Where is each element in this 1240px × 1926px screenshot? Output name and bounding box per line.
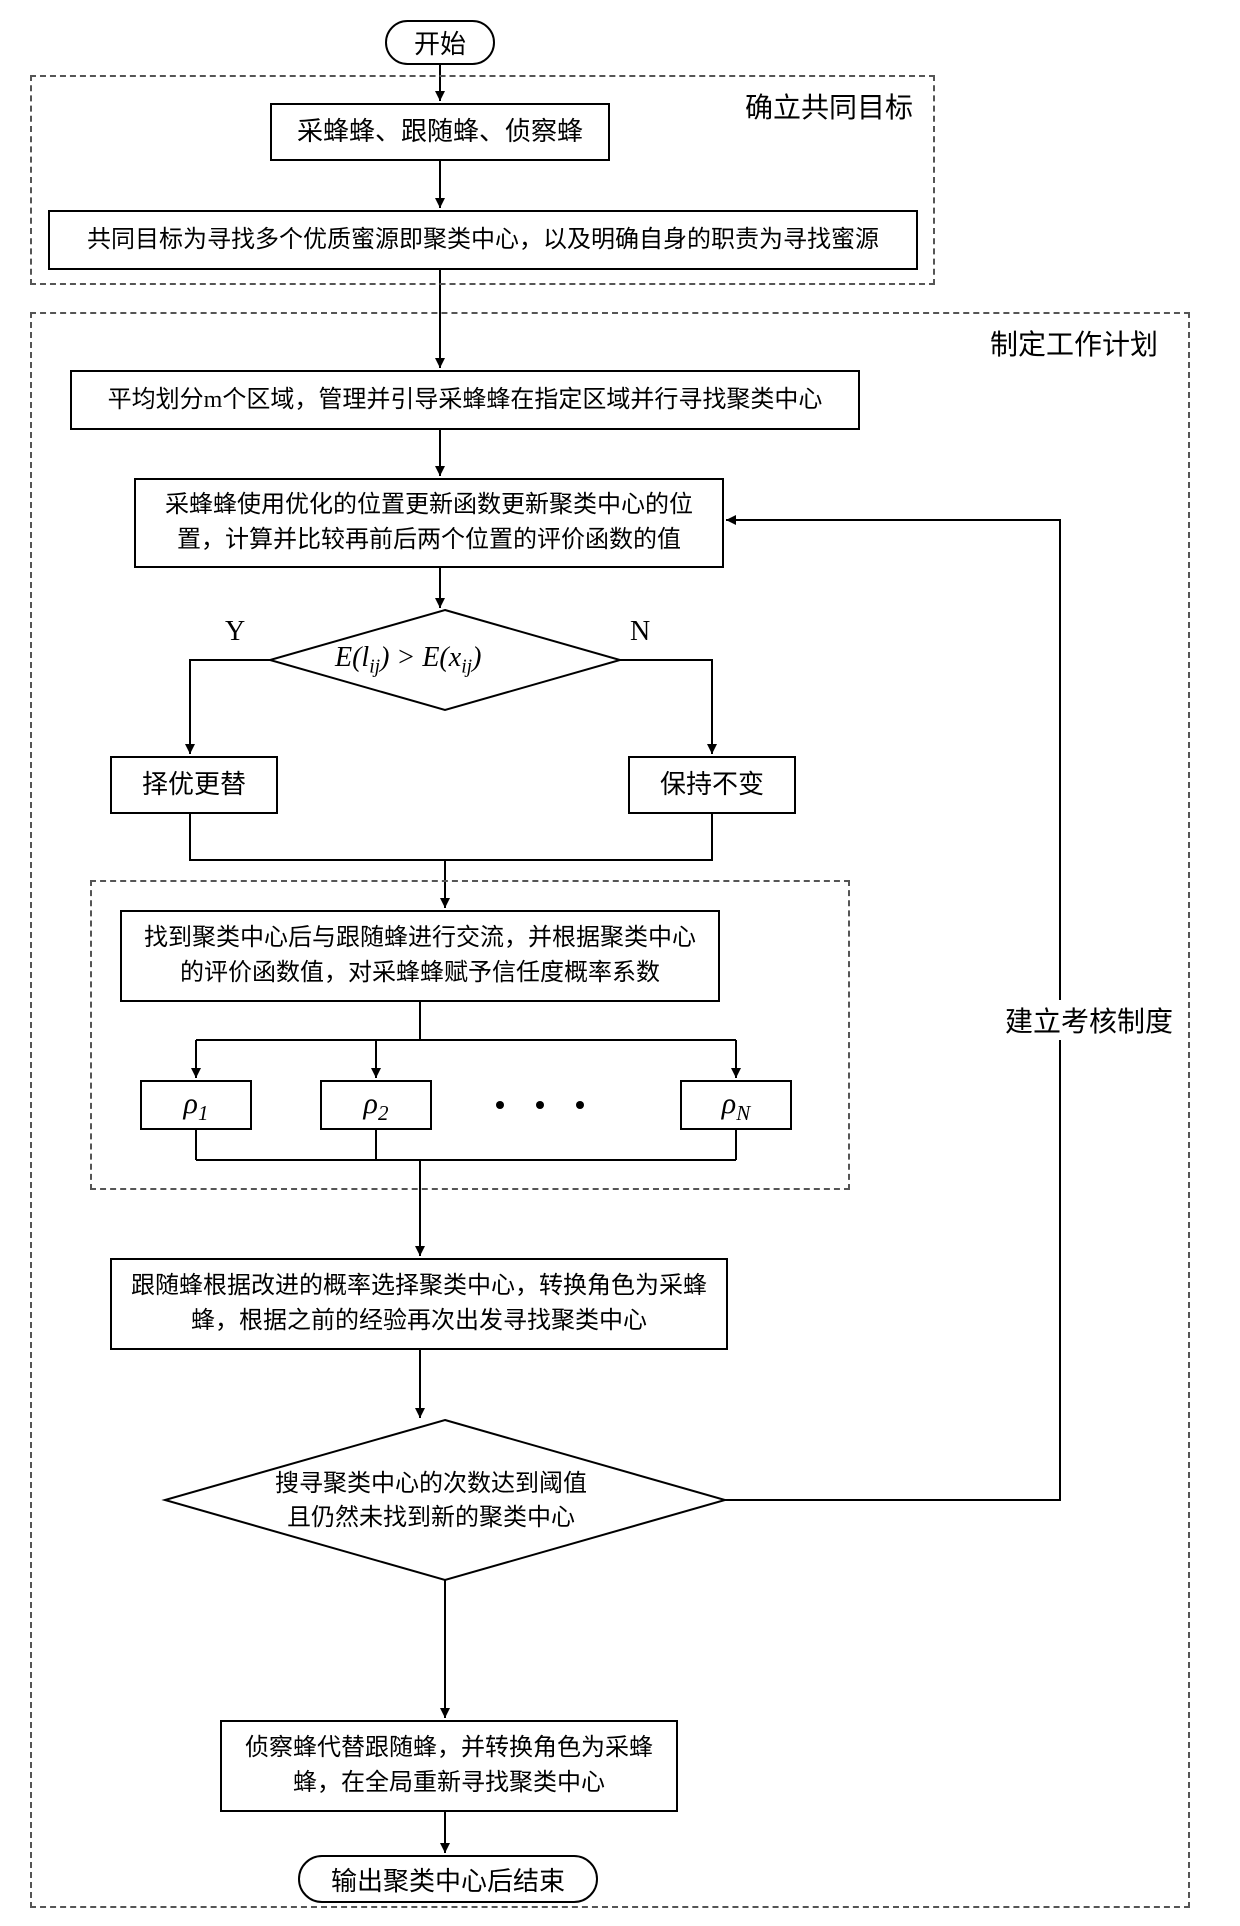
box-scout: 侦察蜂代替跟随蜂，并转换角色为采蜂蜂，在全局重新寻找聚类中心 (220, 1720, 678, 1812)
box-update: 采蜂蜂使用优化的位置更新函数更新聚类中心的位置，计算并比较再前后两个位置的评价函… (134, 478, 724, 568)
rho2-math: ρ2 (364, 1082, 389, 1128)
box-rhon: ρN (680, 1080, 792, 1130)
rho1-math: ρ1 (184, 1082, 209, 1128)
box-keep: 保持不变 (628, 756, 796, 814)
d2-line1: 搜寻聚类中心的次数达到阈值 (275, 1471, 587, 1497)
box-goal-text: 共同目标为寻找多个优质蜜源即聚类中心，以及明确自身的职责为寻找蜜源 (48, 210, 918, 270)
box-divide: 平均划分m个区域，管理并引导采蜂蜂在指定区域并行寻找聚类中心 (70, 370, 860, 430)
d1-no-label: N (630, 616, 650, 648)
d2-text: 搜寻聚类中心的次数达到阈值 且仍然未找到新的聚类中心 (275, 1468, 587, 1535)
rhon-math: ρN (722, 1082, 750, 1128)
box-bees: 采蜂蜂、跟随蜂、侦察蜂 (270, 103, 610, 161)
start-terminator: 开始 (385, 20, 495, 65)
d1-yes-label: Y (225, 616, 245, 648)
box-rho2: ρ2 (320, 1080, 432, 1130)
box-rho1: ρ1 (140, 1080, 252, 1130)
d2-line2: 且仍然未找到新的聚类中心 (287, 1505, 575, 1531)
frame-assess-label: 建立考核制度 (1005, 1000, 1173, 1040)
d1-text: E(lij) > E(xij) (335, 642, 481, 679)
box-replace: 择优更替 (110, 756, 278, 814)
frame-goal-label: 确立共同目标 (745, 86, 913, 126)
box-follow: 跟随蜂根据改进的概率选择聚类中心，转换角色为采蜂蜂，根据之前的经验再次出发寻找聚… (110, 1258, 728, 1350)
box-exchange: 找到聚类中心后与跟随蜂进行交流，并根据聚类中心的评价函数值，对采蜂蜂赋予信任度概… (120, 910, 720, 1002)
end-terminator: 输出聚类中心后结束 (298, 1855, 598, 1903)
frame-plan-label: 制定工作计划 (990, 323, 1158, 363)
